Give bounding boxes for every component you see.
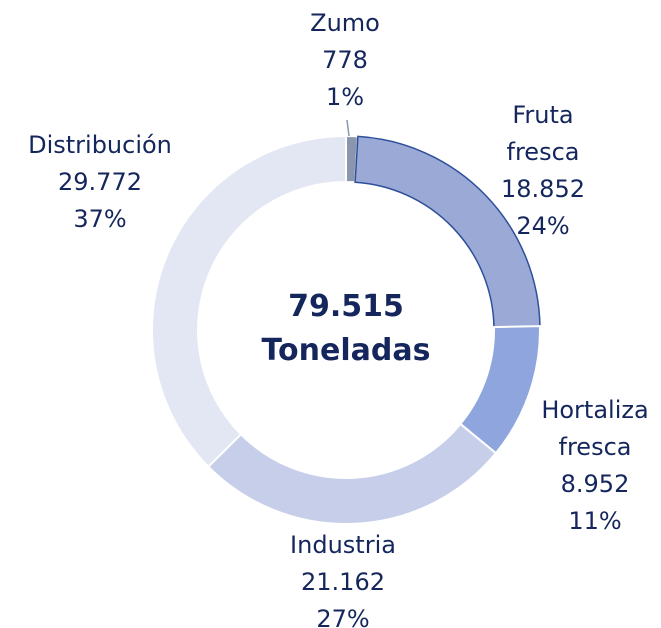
data-label: 11%: [568, 507, 622, 535]
data-label: 27%: [316, 605, 370, 628]
slice-label: Distribución 29.772 37%: [28, 127, 172, 238]
leader-line: [346, 119, 350, 137]
data-label: 29.772: [58, 168, 142, 196]
category-label: Zumo: [310, 9, 380, 37]
category-label: Distribución: [28, 131, 172, 159]
slice: [206, 422, 498, 525]
data-label: 21.162: [301, 568, 385, 596]
category-label: Fruta fresca: [506, 101, 580, 166]
data-label: 37%: [73, 205, 127, 233]
center-label: Toneladas: [261, 333, 431, 368]
data-label: 8.952: [560, 470, 630, 498]
total-label: 79.515: [288, 289, 404, 324]
slice-label: Fruta fresca 18.852 24%: [484, 97, 602, 245]
slice-label: Zumo 778 1%: [310, 5, 380, 116]
category-label: Hortaliza fresca: [541, 396, 649, 461]
data-label: 1%: [325, 83, 365, 111]
center-total: 79.515 Toneladas: [262, 285, 431, 373]
slice-label: Industria 21.162 27%: [290, 527, 396, 628]
data-label: 18.852: [501, 175, 585, 203]
category-label: Industria: [290, 531, 396, 559]
slice: [151, 134, 347, 469]
data-label: 778: [322, 46, 368, 74]
slice-label: Hortaliza fresca 8.952 11%: [535, 392, 655, 540]
data-label: 24%: [516, 212, 570, 240]
